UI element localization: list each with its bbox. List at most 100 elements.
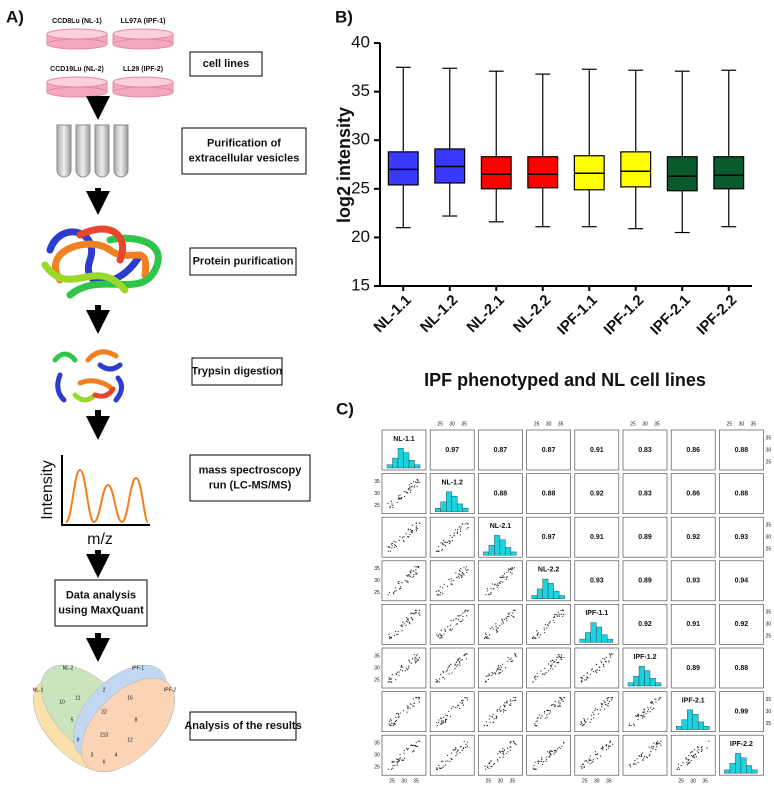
scatter-dot (701, 748, 703, 750)
box (620, 151, 652, 188)
scatter-dot (463, 574, 465, 576)
scatter-dot (417, 481, 419, 483)
box (713, 156, 745, 190)
scatter-dot (655, 749, 657, 751)
scatter-dot (555, 613, 557, 616)
matrix-tick-label: 25 (389, 779, 395, 785)
scatter-dot (511, 566, 513, 569)
scatter-dot (537, 632, 540, 634)
scatter-dot (406, 705, 408, 707)
histogram-bar (451, 496, 458, 512)
matrix-cell (381, 734, 427, 776)
histogram-bar (703, 726, 710, 730)
scatter-dot (440, 542, 442, 544)
matrix-tick-label: 25 (766, 459, 772, 465)
scatter-dot (633, 724, 636, 726)
scatter-dot (444, 721, 446, 724)
scatter-dot (609, 653, 611, 655)
x-tick-label: NL-2.1 (463, 292, 507, 336)
scatter-dot (590, 714, 592, 716)
scatter-dot (458, 660, 461, 663)
matrix-cell (574, 560, 620, 602)
scatter-dot (440, 760, 443, 763)
scatter-dot (436, 725, 438, 727)
venn-count: 11 (75, 695, 80, 701)
matrix-tick-label: 35 (766, 523, 772, 529)
scatter-dot (435, 590, 437, 593)
step-label: Analysis of the results (184, 720, 301, 732)
scatter-dot (458, 573, 460, 575)
scatter-dot (405, 624, 407, 626)
scatter-dot (536, 717, 539, 719)
scatter-dot (403, 541, 405, 543)
scatter-dot (464, 654, 466, 656)
scatter-dot (587, 718, 589, 720)
scatter-dot (536, 630, 538, 632)
scatter-dot (436, 768, 438, 770)
scatter-dot (495, 715, 497, 717)
scatter-dot (415, 741, 417, 744)
matrix-cell (526, 560, 571, 602)
scatter-dot (544, 717, 547, 719)
x-tick-label: IPF-1.2 (601, 292, 648, 339)
scatter-dot (692, 754, 695, 757)
scatter-dot (592, 760, 594, 763)
scatter-dot (596, 708, 599, 711)
scatter-dot (492, 628, 494, 630)
scatter-dot (451, 584, 453, 586)
scatter-dot (466, 569, 468, 571)
scatter-dot (495, 625, 497, 627)
step-label: Purification of (207, 137, 281, 149)
scatter-dot (407, 707, 409, 709)
scatter-dot (418, 522, 421, 524)
scatter-dot (583, 766, 585, 769)
scatter-dot (648, 755, 650, 757)
scatter-dot (464, 697, 466, 699)
histogram-bar (510, 551, 517, 556)
scatter-dot (415, 569, 417, 571)
scatter-dot (413, 653, 415, 656)
scatter-dot (692, 756, 694, 758)
histogram-bar (435, 508, 441, 512)
scatter-dot (583, 765, 585, 767)
scatter-dot (412, 570, 414, 572)
x-tick-label: IPF-2.2 (694, 292, 741, 339)
scatter-dot (548, 713, 550, 715)
scatter-dot (507, 612, 509, 615)
scatter-dot (601, 747, 603, 749)
scatter-dot (397, 633, 399, 636)
scatter-dot (487, 593, 489, 595)
scatter-dot (513, 697, 515, 699)
scatter-dot (558, 700, 560, 702)
scatter-dot (463, 567, 465, 569)
scatter-dot (560, 654, 563, 656)
scatter-dot (455, 572, 457, 574)
scatter-dot (390, 681, 392, 683)
scatter-dot (488, 718, 490, 720)
scatter-dot (450, 757, 452, 760)
scatter-dot (689, 752, 692, 754)
scatter-dot (695, 755, 697, 758)
scatter-dot (637, 719, 639, 721)
scatter-dot (453, 580, 455, 582)
scatter-dot (417, 480, 419, 482)
scatter-dot (532, 637, 534, 640)
scatter-dot (656, 746, 658, 748)
scatter-dot (561, 698, 563, 701)
matrix-tick-label: 30 (766, 622, 772, 628)
scatter-dot (514, 609, 516, 612)
scatter-dot (391, 542, 394, 544)
scatter-dot (690, 755, 692, 757)
diagonal-label: IPF-1.1 (585, 610, 608, 617)
scatter-dot (533, 764, 535, 767)
scatter-dot (411, 744, 413, 746)
scatter-dot (413, 613, 415, 615)
scatter-dot (505, 576, 508, 579)
scatter-dot (539, 634, 542, 636)
scatter-dot (532, 767, 534, 769)
histogram-bar (590, 622, 597, 643)
scatter-dot (454, 706, 456, 709)
scatter-dot (403, 495, 406, 498)
scatter-dot (397, 760, 399, 762)
scatter-dot (549, 711, 551, 713)
